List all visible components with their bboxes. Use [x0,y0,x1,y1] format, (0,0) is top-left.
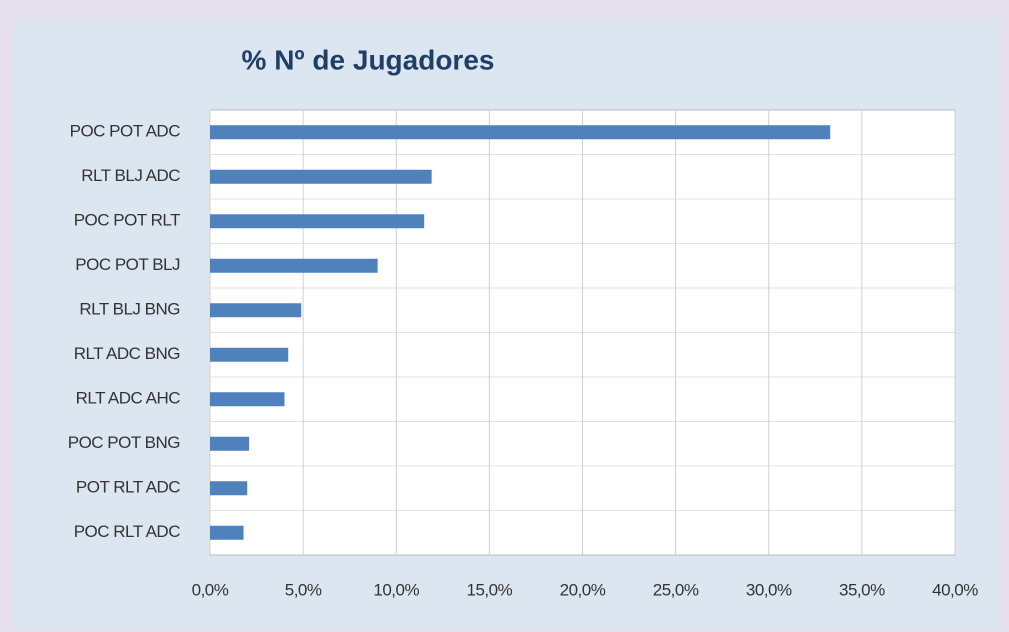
y-tick-label: RLT BLJ BNG [79,300,180,319]
y-tick-label: POC POT ADC [70,122,181,141]
y-tick-label: POT RLT ADC [76,478,180,497]
x-tick-label: 35,0% [839,580,885,599]
y-tick-label: RLT BLJ ADC [81,166,180,185]
y-tick-label: POC POT BLJ [75,255,180,274]
x-tick-label: 0,0% [192,580,229,599]
x-tick-label: 40,0% [932,580,978,599]
bar [210,303,302,318]
x-tick-label: 15,0% [467,580,513,599]
y-tick-label: RLT ADC AHC [76,389,181,408]
x-tick-label: 30,0% [746,580,792,599]
bar [210,258,378,273]
bar [210,392,285,407]
y-tick-label: POC RLT ADC [74,522,181,541]
chart-title: % Nº de Jugadores [242,44,495,75]
x-tick-label: 10,0% [373,580,419,599]
bar [210,436,250,451]
y-tick-label: RLT ADC BNG [74,344,180,363]
x-tick-label: 20,0% [560,580,606,599]
x-tick-label: 5,0% [285,580,322,599]
bar [210,525,244,540]
x-tick-label: 25,0% [653,580,699,599]
bar [210,125,831,140]
bar [210,347,289,362]
bar [210,214,425,229]
bar [210,169,432,184]
bar [210,481,248,496]
y-tick-label: POC POT BNG [68,433,180,452]
y-tick-label: POC POT RLT [74,211,180,230]
